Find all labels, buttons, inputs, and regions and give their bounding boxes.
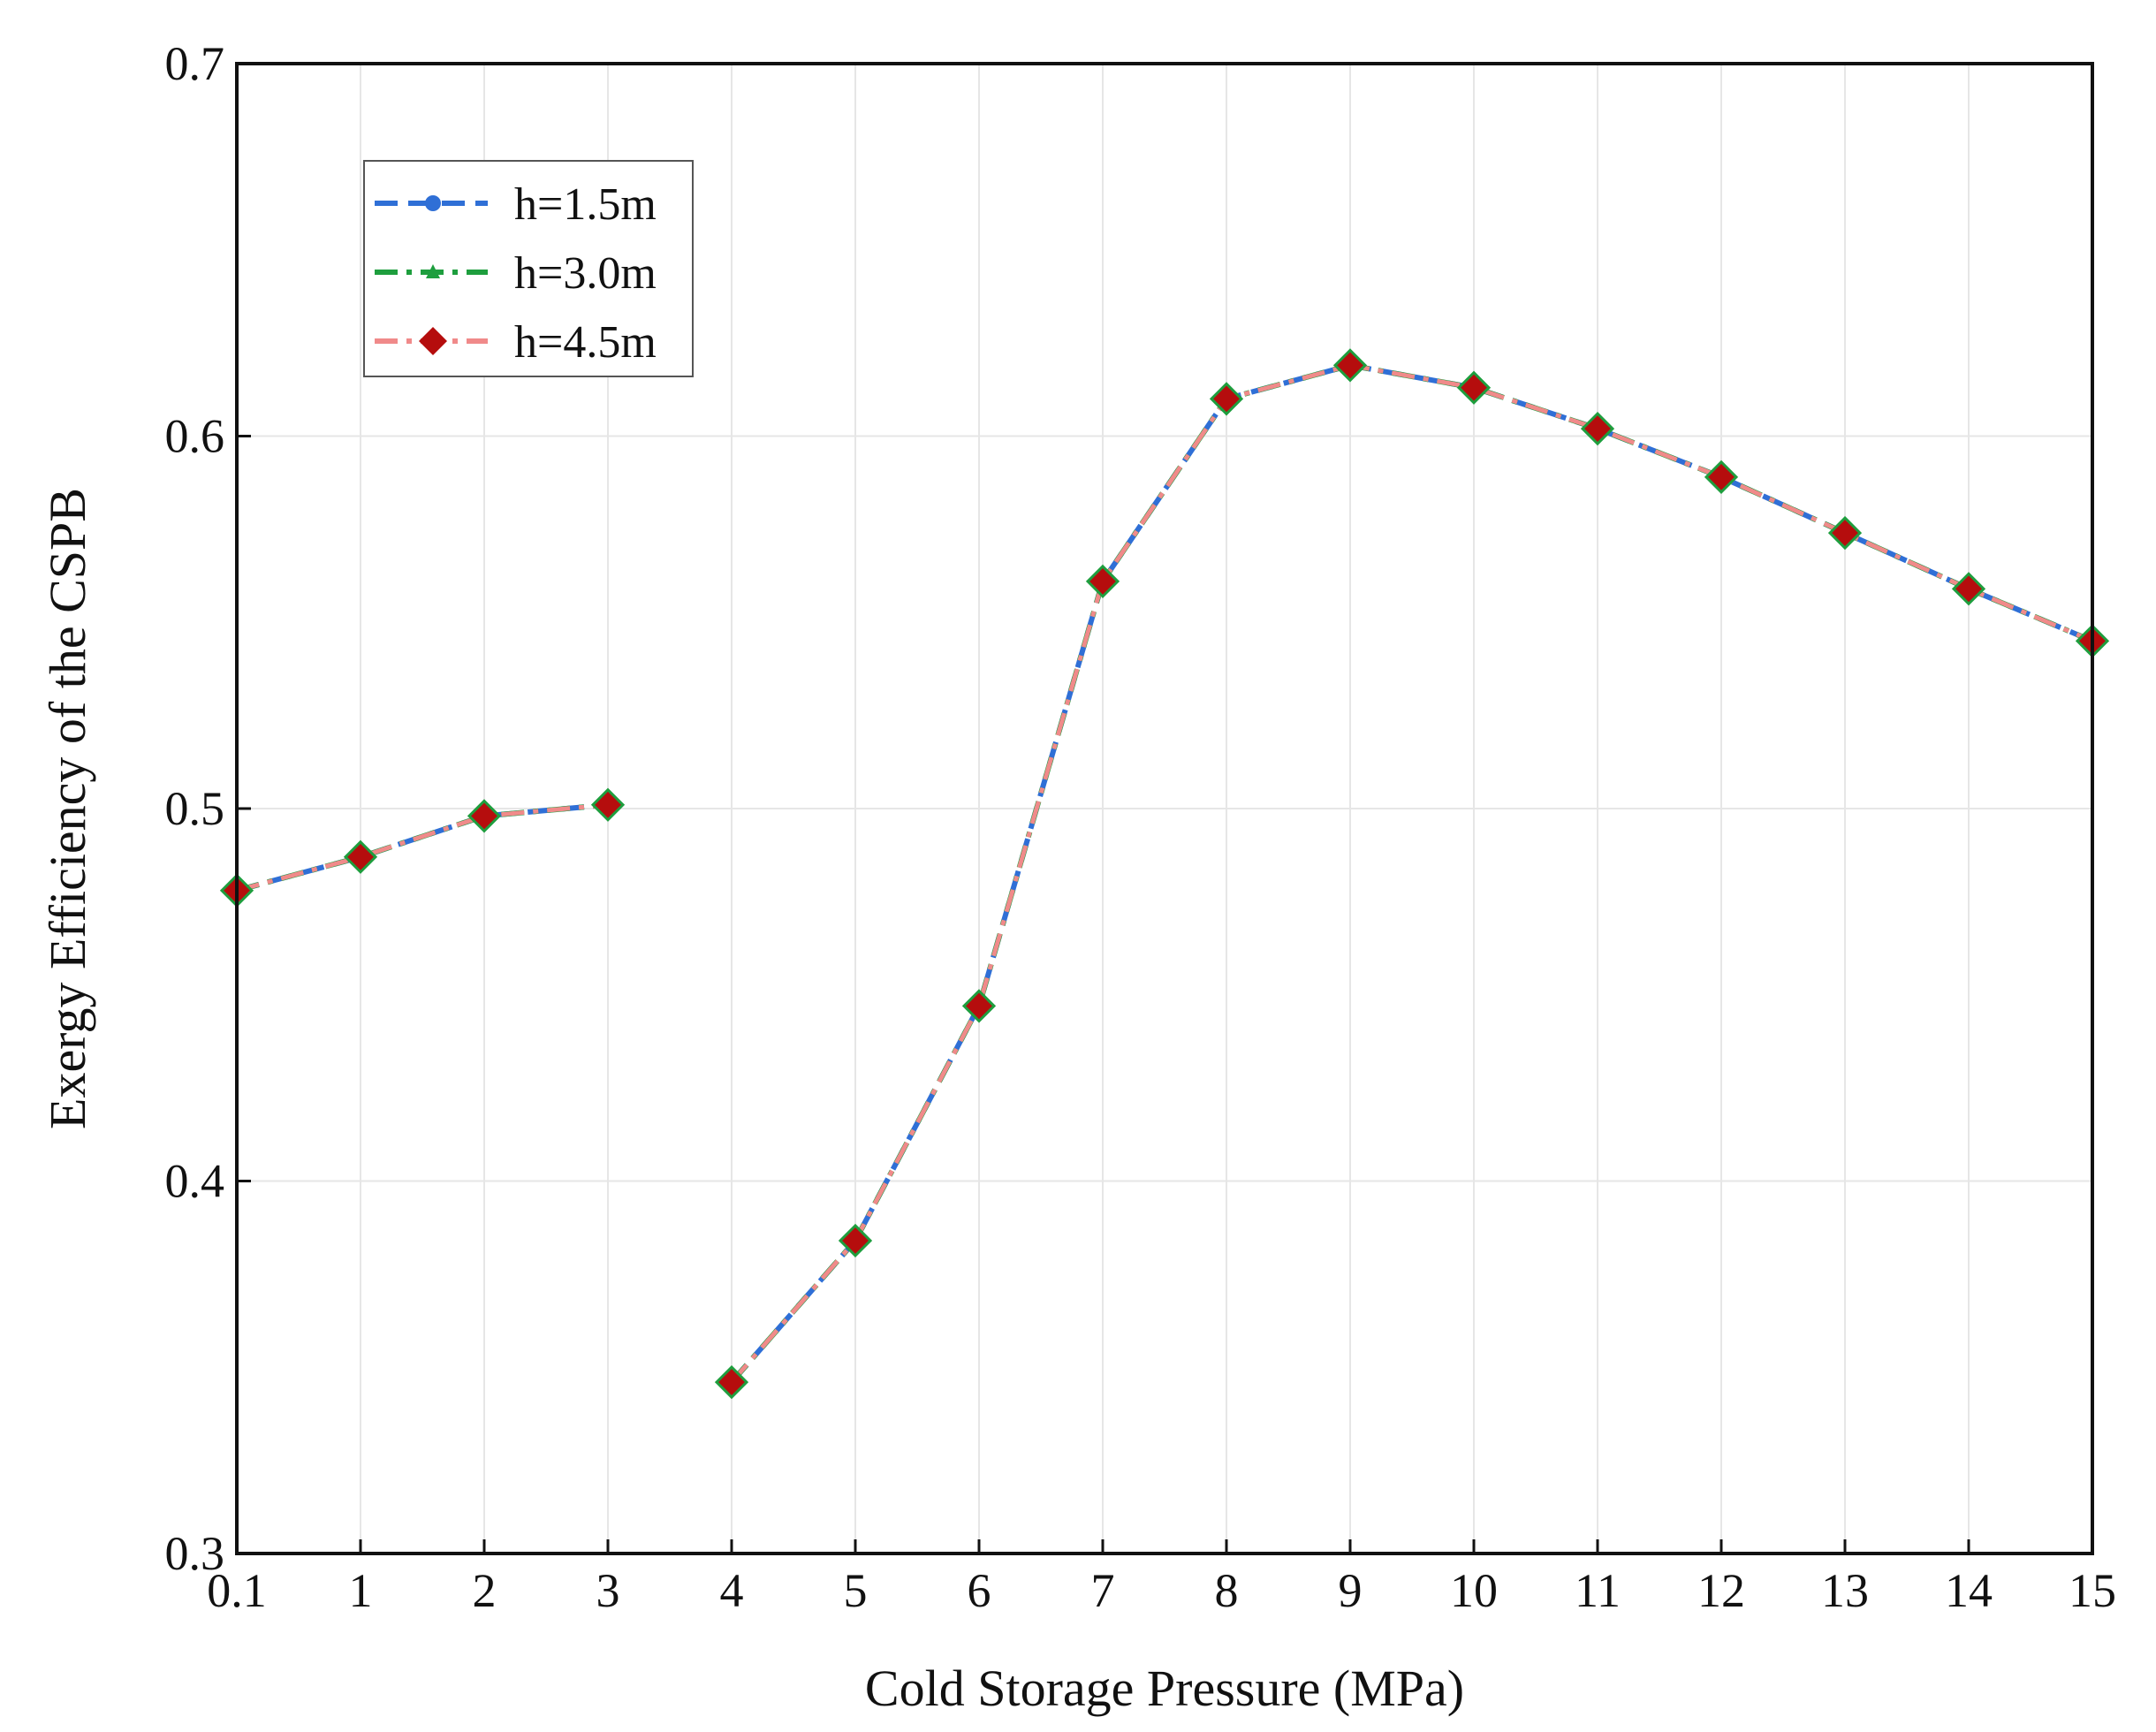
legend: h=1.5m h=3.0m h=4.5m (363, 160, 694, 377)
y-tick-label: 0.5 (165, 782, 225, 835)
grid-layer (237, 64, 2092, 1553)
x-tick-label: 2 (473, 1564, 497, 1617)
legend-marker (419, 327, 447, 355)
x-tick-label: 5 (844, 1564, 868, 1617)
legend-label: h=3.0m (514, 248, 657, 299)
x-tick-label: 7 (1091, 1564, 1115, 1617)
data-point (961, 989, 997, 1023)
x-tick-label: 14 (1945, 1564, 1993, 1617)
data-point (1580, 411, 1615, 446)
x-axis-label: Cold Storage Pressure (MPa) (865, 1660, 1464, 1717)
y-axis-label: Exergy Efficiency of the CSPB (39, 488, 96, 1129)
data-point (714, 1364, 749, 1400)
x-tick-label: 15 (2069, 1564, 2116, 1617)
series-h=3.0m (228, 355, 2101, 1390)
series-line (730, 362, 2093, 1384)
data-point (1704, 460, 1739, 494)
x-tick-label: 0.1 (207, 1564, 267, 1617)
legend-item: h=1.5m (375, 179, 657, 230)
x-tick-label: 8 (1215, 1564, 1239, 1617)
axes-layer: 0.30.40.50.60.70.1 1 2 3 4 5 6 7 8 9 10 11 12 13 14 15C… (39, 37, 2116, 1717)
data-point (1951, 572, 1986, 606)
legend-item: h=3.0m (375, 248, 657, 299)
x-tick-label: 10 (1450, 1564, 1498, 1617)
legend-marker (425, 195, 441, 211)
data-point (1827, 515, 1863, 551)
data-point (1209, 382, 1244, 416)
x-tick-label: 13 (1821, 1564, 1869, 1617)
x-tick-label: 6 (968, 1564, 991, 1617)
x-tick-label: 4 (720, 1564, 744, 1617)
legend-box (363, 160, 694, 377)
x-tick-label: 1 (349, 1564, 373, 1617)
legend-item: h=4.5m (375, 317, 657, 368)
data-point (590, 787, 626, 822)
data-point (1332, 348, 1368, 383)
y-tick-label: 0.6 (165, 410, 225, 463)
y-tick-label: 0.4 (165, 1155, 225, 1208)
y-tick-label: 0.3 (165, 1527, 225, 1580)
series-layer (219, 348, 2110, 1400)
series-line (236, 802, 609, 893)
series-line (729, 362, 2094, 1385)
data-point (343, 839, 378, 874)
y-tick-label: 0.7 (165, 37, 225, 90)
series-line (236, 801, 609, 893)
series-line (729, 362, 2094, 1385)
data-point (838, 1223, 873, 1258)
series-h=1.5m (228, 356, 2101, 1392)
x-tick-label: 3 (596, 1564, 620, 1617)
series-h=4.5m (219, 348, 2110, 1400)
x-tick-label: 11 (1575, 1564, 1621, 1617)
data-point (1085, 564, 1120, 599)
data-point (1456, 370, 1492, 405)
data-point (467, 799, 502, 833)
legend-label: h=4.5m (514, 317, 657, 368)
x-tick-label: 12 (1697, 1564, 1745, 1617)
legend-label: h=1.5m (514, 179, 657, 230)
legend-marker (426, 264, 440, 278)
x-tick-label: 9 (1339, 1564, 1363, 1617)
